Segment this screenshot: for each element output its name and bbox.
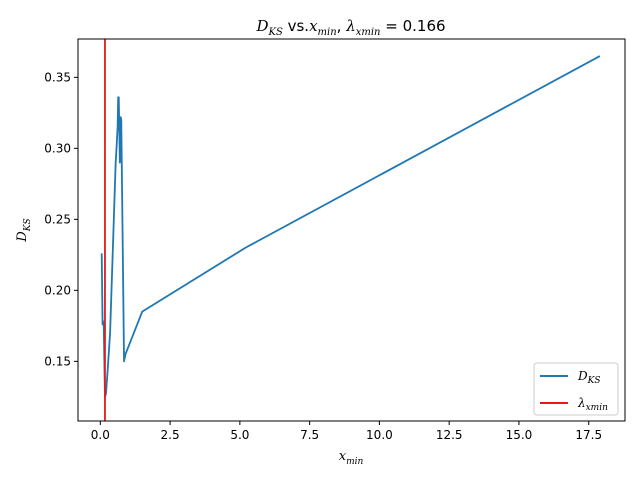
x-tick-label: 17.5 (575, 428, 602, 442)
chart-title: DKS vs.xmin, λxmin = 0.166 (255, 17, 445, 38)
y-tick-label: 0.20 (44, 283, 71, 297)
legend-label-lambda: λxmin (577, 396, 608, 413)
x-tick-label: 10.0 (366, 428, 393, 442)
x-tick-label: 2.5 (161, 428, 180, 442)
y-tick-label: 0.25 (44, 212, 71, 226)
x-tick-label: 15.0 (506, 428, 533, 442)
x-tick-label: 12.5 (436, 428, 463, 442)
y-axis-label: DKS (15, 218, 33, 242)
series-group (100, 39, 601, 421)
y-axis-ticks: 0.15 0.20 0.25 0.30 0.35 (44, 70, 78, 368)
y-tick-label: 0.30 (44, 141, 71, 155)
x-axis-ticks: 0.0 2.5 5.0 7.5 10.0 12.5 15.0 17.5 (91, 421, 602, 442)
legend: DKS λxmin (533, 362, 619, 416)
legend-label-dks: DKS (577, 369, 601, 386)
axes-frame (77, 38, 626, 422)
x-tick-label: 5.0 (230, 428, 249, 442)
y-tick-label: 0.15 (44, 354, 71, 368)
y-tick-label: 0.35 (44, 70, 71, 84)
x-axis-label: xmin (339, 449, 364, 467)
x-tick-label: 7.5 (300, 428, 319, 442)
x-tick-label: 0.0 (91, 428, 110, 442)
